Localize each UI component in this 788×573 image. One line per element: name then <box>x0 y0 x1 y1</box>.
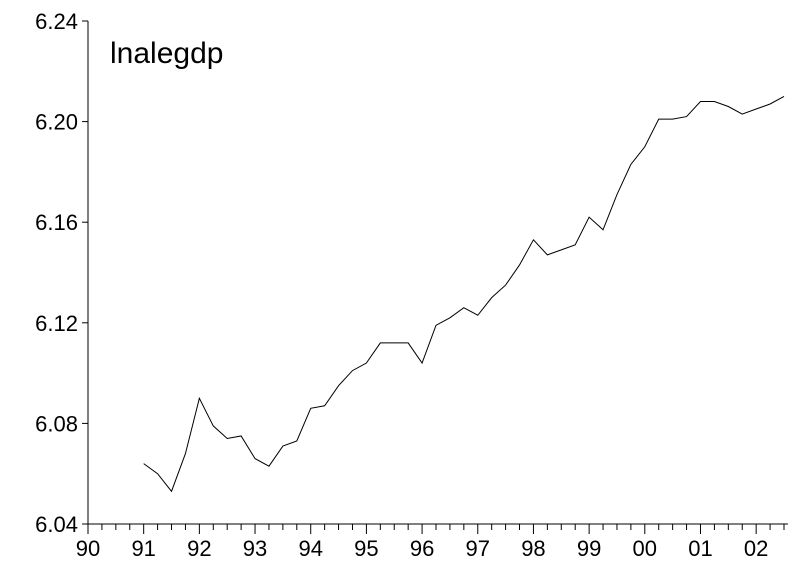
y-tick-label: 6.16 <box>35 210 78 235</box>
data-line <box>143 96 785 493</box>
x-tick-label: 90 <box>76 536 100 561</box>
x-tick-label: 93 <box>243 536 267 561</box>
x-tick-label: 92 <box>187 536 211 561</box>
x-tick-label: 02 <box>744 536 768 561</box>
x-tick-label: 01 <box>688 536 712 561</box>
x-tick-label: 00 <box>633 536 657 561</box>
y-tick-label: 6.08 <box>35 411 78 436</box>
x-tick-label: 98 <box>521 536 545 561</box>
x-tick-label: 96 <box>410 536 434 561</box>
y-tick-label: 6.04 <box>35 512 78 537</box>
y-tick-label: 6.24 <box>35 9 78 34</box>
x-tick-label: 95 <box>354 536 378 561</box>
x-tick-label: 91 <box>131 536 155 561</box>
y-tick-label: 6.20 <box>35 110 78 135</box>
y-tick-label: 6.12 <box>35 311 78 336</box>
x-tick-label: 94 <box>298 536 322 561</box>
chart-title: lnalegdp <box>110 37 223 70</box>
x-tick-label: 97 <box>466 536 490 561</box>
x-tick-label: 99 <box>577 536 601 561</box>
